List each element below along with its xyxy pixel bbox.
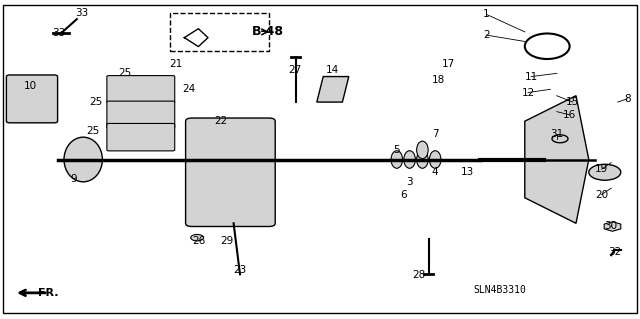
Text: 28: 28	[413, 270, 426, 280]
Text: 12: 12	[522, 87, 534, 98]
Text: 25: 25	[118, 68, 131, 78]
Text: 20: 20	[595, 189, 608, 200]
Ellipse shape	[404, 151, 415, 168]
Text: 19: 19	[595, 164, 608, 174]
Text: 1: 1	[483, 9, 490, 19]
Text: 24: 24	[182, 84, 195, 94]
Ellipse shape	[429, 151, 441, 168]
Text: 26: 26	[192, 236, 205, 246]
Text: 2: 2	[483, 30, 490, 40]
Text: 31: 31	[550, 129, 563, 139]
Text: 16: 16	[563, 110, 576, 120]
Text: 29: 29	[221, 236, 234, 246]
FancyBboxPatch shape	[107, 123, 175, 151]
FancyBboxPatch shape	[107, 76, 175, 103]
Text: 10: 10	[24, 81, 37, 91]
Text: 18: 18	[432, 75, 445, 85]
Text: 9: 9	[70, 174, 77, 184]
Ellipse shape	[391, 151, 403, 168]
Text: 21: 21	[170, 59, 182, 69]
Circle shape	[589, 164, 621, 180]
Ellipse shape	[417, 141, 428, 159]
Text: 22: 22	[214, 116, 227, 126]
Text: FR.: FR.	[38, 288, 59, 298]
FancyBboxPatch shape	[107, 101, 175, 129]
FancyBboxPatch shape	[6, 75, 58, 123]
Text: 33: 33	[52, 28, 65, 39]
Text: 13: 13	[461, 167, 474, 177]
Text: B-48: B-48	[252, 26, 284, 38]
Text: 11: 11	[525, 71, 538, 82]
Text: 8: 8	[624, 94, 630, 104]
Polygon shape	[525, 96, 589, 223]
Text: 25: 25	[86, 126, 99, 136]
Text: 5: 5	[394, 145, 400, 155]
Text: 30: 30	[605, 221, 618, 232]
Ellipse shape	[64, 137, 102, 182]
Text: 3: 3	[406, 177, 413, 187]
Bar	[170, 13, 269, 51]
Text: 33: 33	[76, 8, 88, 18]
Text: 32: 32	[608, 247, 621, 257]
Text: 15: 15	[566, 97, 579, 107]
Text: SLN4B3310: SLN4B3310	[474, 285, 527, 295]
Polygon shape	[317, 77, 349, 102]
Text: 25: 25	[90, 97, 102, 107]
Text: 6: 6	[400, 189, 406, 200]
Text: 27: 27	[288, 65, 301, 75]
FancyBboxPatch shape	[186, 118, 275, 226]
Text: 14: 14	[326, 65, 339, 75]
Text: 7: 7	[432, 129, 438, 139]
Ellipse shape	[552, 135, 568, 143]
Text: 23: 23	[234, 264, 246, 275]
Text: 4: 4	[432, 167, 438, 177]
Text: 17: 17	[442, 59, 454, 69]
Ellipse shape	[191, 234, 204, 241]
Ellipse shape	[417, 151, 428, 168]
